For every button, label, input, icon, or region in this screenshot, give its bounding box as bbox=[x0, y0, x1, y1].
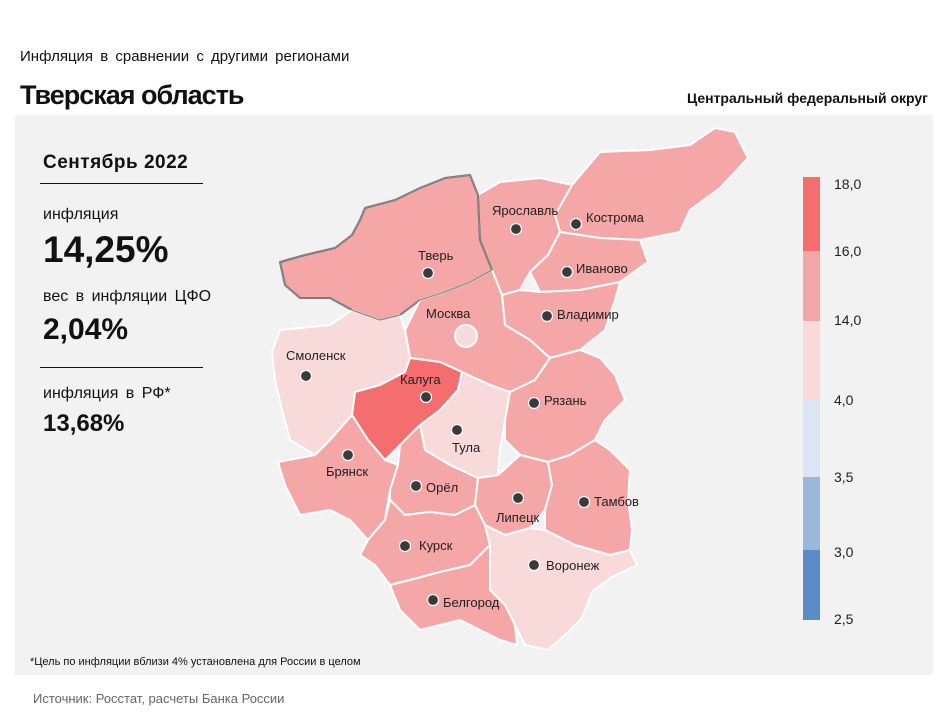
rf-inflation-label: инфляция в РФ* bbox=[43, 385, 171, 402]
page-title: Тверская область bbox=[20, 80, 245, 110]
label-voronezh: Воронеж bbox=[546, 558, 600, 573]
color-scale-legend: 18,0 16,0 14,0 4,0 3,5 3,0 2,5 bbox=[803, 176, 861, 627]
scale-tick: 4,0 bbox=[834, 392, 854, 408]
weight-value: 2,04% bbox=[43, 313, 129, 346]
label-moskva: Москва bbox=[426, 306, 471, 321]
city-dot-tver bbox=[421, 266, 435, 280]
weight-label: вес в инфляции ЦФО bbox=[43, 288, 212, 305]
rf-inflation-value: 13,68% bbox=[43, 410, 125, 437]
city-dot-tula bbox=[450, 423, 464, 437]
label-ryazan: Рязань bbox=[544, 393, 587, 408]
city-dot-kaluga bbox=[419, 390, 433, 404]
city-dot-kostroma bbox=[569, 217, 583, 231]
city-dot-smolensk bbox=[299, 369, 313, 383]
scale-band-3-3-5 bbox=[803, 477, 820, 550]
city-dot-tambov bbox=[577, 495, 591, 509]
city-dot-voronezh bbox=[527, 558, 541, 572]
label-tula: Тула bbox=[452, 440, 481, 455]
page-subtitle: Инфляция в сравнении с другими регионами bbox=[20, 48, 350, 65]
scale-tick: 18,0 bbox=[834, 176, 861, 192]
scale-band-4-14 bbox=[803, 321, 820, 400]
source-note: Источник: Росстат, расчеты Банка России bbox=[33, 691, 285, 706]
city-dot-bryansk bbox=[341, 448, 355, 462]
label-smolensk: Смоленск bbox=[286, 348, 346, 363]
region-ryazan[interactable] bbox=[504, 349, 626, 463]
scale-tick: 2,5 bbox=[834, 611, 854, 627]
city-dot-kursk bbox=[398, 539, 412, 553]
city-dot-yaroslavl bbox=[509, 222, 523, 236]
scale-band-14-16 bbox=[803, 251, 820, 321]
label-tambov: Тамбов bbox=[594, 494, 639, 509]
region-belgorod[interactable] bbox=[389, 544, 518, 646]
tver-highlight-outline bbox=[279, 174, 493, 321]
scale-band-below-3 bbox=[803, 550, 820, 620]
city-dot-lipetsk bbox=[511, 491, 525, 505]
footnote: *Цель по инфляции вблизи 4% установлена … bbox=[30, 656, 361, 668]
label-vladimir: Владимир bbox=[557, 307, 619, 322]
city-dot-ivanovo bbox=[560, 265, 574, 279]
city-dot-orel bbox=[409, 479, 423, 493]
region-kostroma[interactable] bbox=[554, 127, 749, 241]
region-moskva-city[interactable] bbox=[454, 324, 478, 348]
label-lipetsk: Липецк bbox=[496, 510, 540, 525]
period-label: Сентябрь 2022 bbox=[43, 152, 189, 173]
scale-tick: 16,0 bbox=[834, 243, 861, 259]
scale-tick: 3,5 bbox=[834, 469, 854, 485]
scale-tick: 3,0 bbox=[834, 544, 854, 560]
label-tver: Тверь bbox=[418, 248, 454, 263]
city-dot-belgorod bbox=[426, 593, 440, 607]
scale-band-3-5-4 bbox=[803, 400, 820, 477]
label-belgorod: Белгород bbox=[443, 595, 500, 610]
inflation-label: инфляция bbox=[43, 206, 119, 223]
label-bryansk: Брянск bbox=[326, 464, 368, 479]
label-kursk: Курск bbox=[419, 538, 453, 553]
scale-band-above-16 bbox=[803, 177, 820, 251]
label-kaluga: Калуга bbox=[400, 372, 441, 387]
region-tambov[interactable] bbox=[544, 439, 633, 556]
label-yaroslavl: Ярославль bbox=[492, 203, 558, 218]
scale-tick: 14,0 bbox=[834, 312, 861, 328]
label-kostroma: Кострома bbox=[586, 210, 645, 225]
city-dot-vladimir bbox=[540, 309, 554, 323]
inflation-value: 14,25% bbox=[43, 229, 169, 270]
city-dot-ryazan bbox=[527, 396, 541, 410]
district-label: Центральный федеральный округ bbox=[686, 90, 928, 106]
divider bbox=[40, 367, 203, 368]
label-ivanovo: Иваново bbox=[576, 261, 628, 276]
divider bbox=[40, 183, 203, 184]
label-orel: Орёл bbox=[426, 480, 458, 495]
